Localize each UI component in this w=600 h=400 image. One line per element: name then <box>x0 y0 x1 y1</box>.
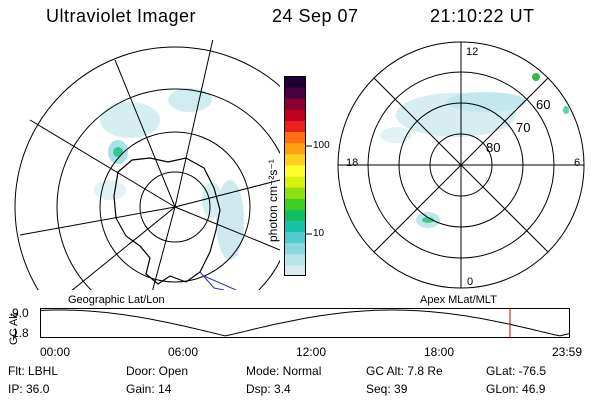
mlt-map: 12 18 6 0 60 70 80 <box>336 40 586 290</box>
mlat-label-70: 70 <box>516 120 531 135</box>
colorbar-swatch <box>284 131 306 144</box>
gc-alt-info: GC Alt: 7.8 Re <box>366 364 443 378</box>
colorbar-swatch <box>284 142 306 155</box>
aurora-emission <box>94 88 244 260</box>
mlt-label-0: 0 <box>467 276 474 288</box>
colorbar-tick-10: 10 <box>313 228 325 239</box>
aurora-emission <box>380 73 569 228</box>
mlt-label-18: 18 <box>346 157 359 169</box>
colorbar-tick-100: 100 <box>313 140 330 151</box>
colorbar-swatch <box>284 76 306 88</box>
mlt-label-12: 12 <box>466 46 479 58</box>
colorbar-swatch <box>284 209 306 221</box>
mlt-label-6: 6 <box>574 157 581 169</box>
instrument-title: Ultraviolet Imager <box>46 6 197 26</box>
geo-map-title: Geographic Lat/Lon <box>68 294 165 306</box>
colorbar-border <box>284 76 306 276</box>
orbit-altitude-plot <box>39 308 571 338</box>
colorbar-swatch <box>284 164 306 177</box>
altitude-tick-min: 1.8 <box>12 326 29 340</box>
time-tick-1: 06:00 <box>168 345 199 359</box>
colorbar-swatch <box>284 264 306 276</box>
colorbar-swatch <box>284 253 306 266</box>
door-info: Door: Open <box>126 364 189 378</box>
time-tick-0: 00:00 <box>40 345 71 359</box>
time-tick-4: 23:59 <box>552 345 583 359</box>
colorbar-unit-label: photon cm⁻²s⁻¹ <box>266 159 280 242</box>
time-tick-3: 18:00 <box>424 345 455 359</box>
colorbar-swatch <box>284 176 306 188</box>
colorbar-scale <box>284 76 312 276</box>
glon-info: GLon: 46.9 <box>486 382 546 396</box>
mode-info: Mode: Normal <box>246 364 322 378</box>
seq-info: Seq: 39 <box>366 382 408 396</box>
colorbar-swatch <box>284 153 306 166</box>
geographic-map <box>0 40 280 290</box>
colorbar-swatch <box>284 242 306 255</box>
mlat-label-80: 80 <box>486 140 501 155</box>
time-label: 21:10:22 UT <box>430 6 535 26</box>
colorbar-swatch <box>284 220 306 233</box>
colorbar-swatch <box>284 231 306 244</box>
glat-info: GLat: -76.5 <box>486 364 547 378</box>
date-label: 24 Sep 07 <box>272 6 359 26</box>
colorbar-swatch <box>284 187 306 199</box>
mlat-label-60: 60 <box>536 97 551 112</box>
colorbar-swatch <box>284 87 306 99</box>
dsp-info: Dsp: 3.4 <box>246 382 291 396</box>
filter-info: Flt: LBHL <box>8 364 59 378</box>
ip-info: IP: 36.0 <box>8 382 50 396</box>
time-tick-2: 12:00 <box>296 345 327 359</box>
colorbar: 100 10 photon cm⁻²s⁻¹ <box>262 76 332 286</box>
colorbar-swatch <box>284 109 306 121</box>
altitude-tick-max: 9.0 <box>12 306 29 320</box>
gain-info: Gain: 14 <box>126 382 172 396</box>
colorbar-swatch <box>284 198 306 210</box>
colorbar-swatch <box>284 98 306 110</box>
mlt-map-title: Apex MLat/MLT <box>420 294 497 306</box>
colorbar-swatch <box>284 120 306 133</box>
